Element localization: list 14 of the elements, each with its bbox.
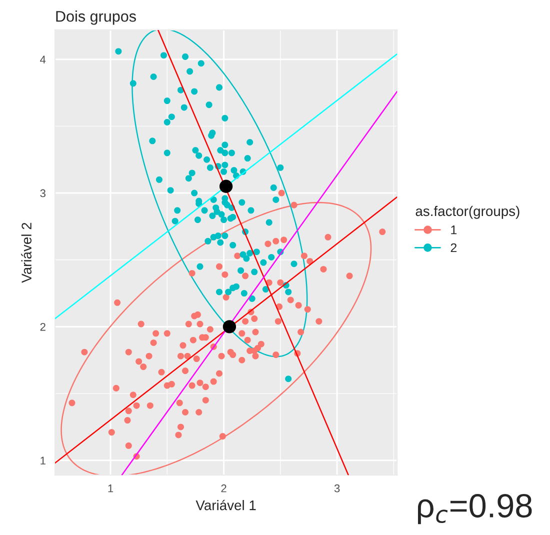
y-tick-label: 2: [40, 322, 46, 331]
x-axis-title: Variável 1: [196, 500, 256, 510]
y-tick-label: 4: [40, 56, 46, 64]
x-tick-label: 3: [334, 484, 340, 492]
legend-label: 1: [451, 226, 457, 234]
text: ρ$_{c}$=0.98: [418, 494, 532, 524]
y-tick-label: 1: [40, 456, 46, 464]
legend-label: 2: [450, 243, 457, 252]
y-axis-title: Variável 2: [21, 222, 32, 283]
y-tick-label: 3: [40, 189, 46, 198]
x-tick-label: 2: [221, 484, 226, 492]
legend-title: as.factor(groups): [416, 206, 520, 219]
chart-title: Dois grupos: [56, 10, 136, 25]
x-tick-label: 1: [108, 484, 114, 492]
